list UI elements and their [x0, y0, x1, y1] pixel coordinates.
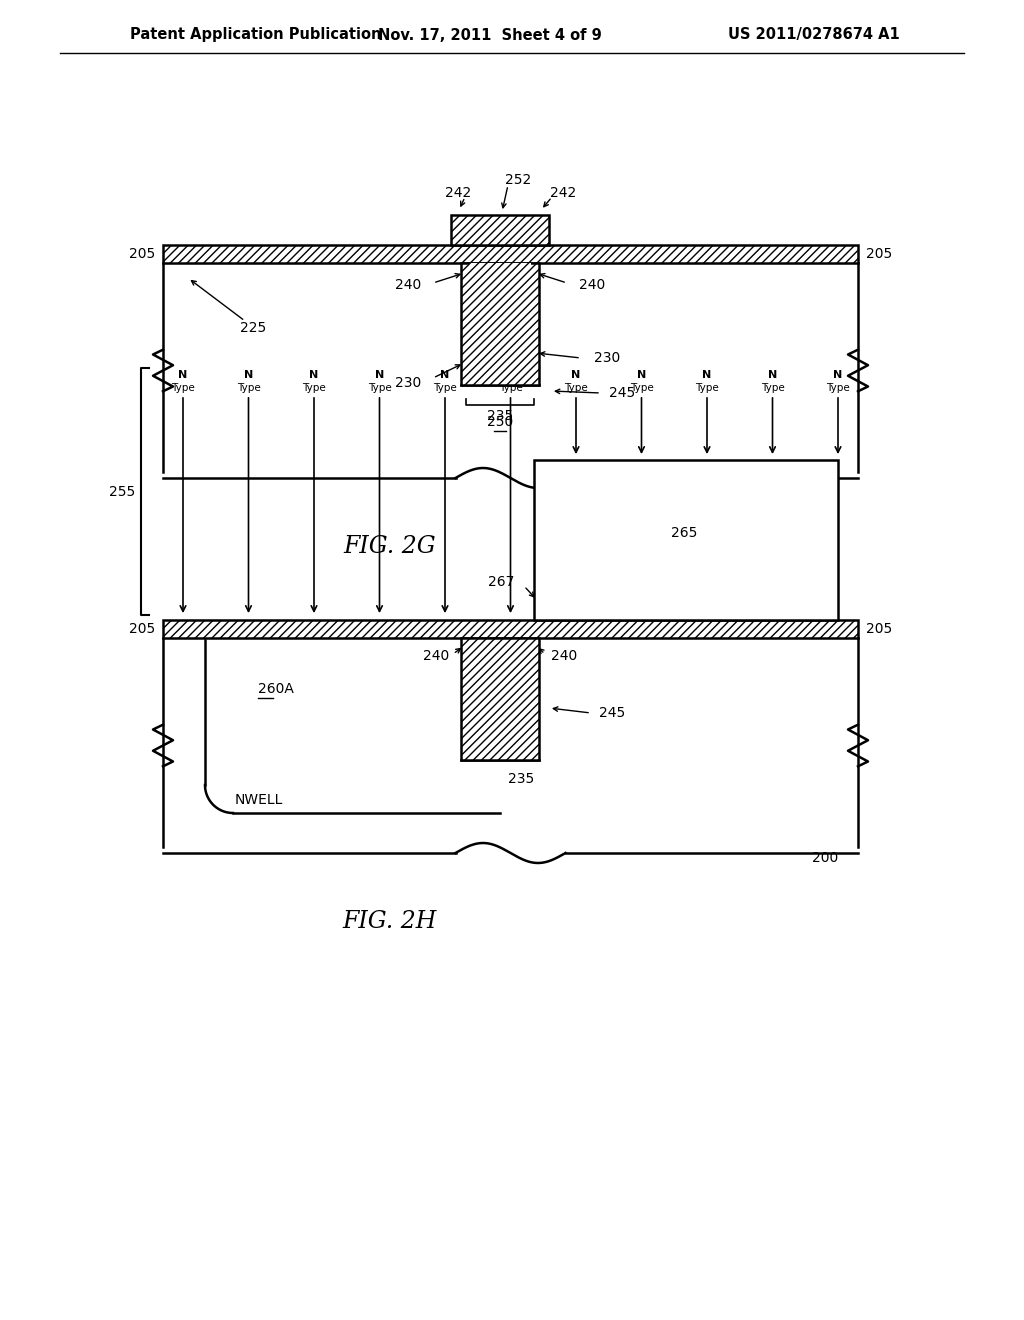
Text: 245: 245 [599, 706, 626, 719]
Text: 255: 255 [109, 484, 135, 499]
Text: Type: Type [564, 383, 588, 393]
Text: N: N [702, 370, 712, 380]
Text: 205: 205 [129, 247, 155, 261]
Bar [469, 263, 531, 383]
Text: FIG. 2H: FIG. 2H [343, 909, 437, 933]
Text: N: N [506, 370, 515, 380]
Text: N: N [834, 370, 843, 380]
Text: NWELL: NWELL [234, 793, 284, 807]
Text: Type: Type [171, 383, 195, 393]
Text: Patent Application Publication: Patent Application Publication [130, 28, 382, 42]
Text: N: N [440, 370, 450, 380]
Text: 260A: 260A [258, 682, 294, 696]
Text: 240: 240 [394, 279, 421, 292]
Text: Type: Type [237, 383, 260, 393]
Text: Type: Type [499, 383, 522, 393]
Text: 267: 267 [487, 576, 514, 589]
Text: Nov. 17, 2011  Sheet 4 of 9: Nov. 17, 2011 Sheet 4 of 9 [378, 28, 602, 42]
Text: 230: 230 [394, 376, 421, 389]
Text: 265: 265 [671, 525, 697, 540]
Text: FIG. 2G: FIG. 2G [344, 535, 436, 558]
Text: 240: 240 [551, 649, 578, 663]
Text: 200: 200 [812, 477, 838, 490]
Text: 252: 252 [505, 173, 531, 187]
Text: N: N [375, 370, 384, 380]
Text: 205: 205 [866, 622, 892, 636]
Text: Type: Type [761, 383, 784, 393]
Text: N: N [178, 370, 187, 380]
Bar [451, 215, 549, 246]
Text: Type: Type [368, 383, 391, 393]
Text: 230: 230 [594, 351, 621, 366]
Text: 225: 225 [240, 321, 266, 335]
Text: US 2011/0278674 A1: US 2011/0278674 A1 [728, 28, 900, 42]
Text: 235: 235 [508, 772, 535, 785]
Text: 235: 235 [486, 409, 513, 422]
Text: N: N [768, 370, 777, 380]
Bar [163, 620, 858, 638]
Text: 205: 205 [129, 622, 155, 636]
Text: 242: 242 [550, 186, 577, 201]
Text: Type: Type [630, 383, 653, 393]
Text: N: N [571, 370, 581, 380]
Text: Type: Type [302, 383, 326, 393]
Bar [534, 459, 838, 620]
Text: Type: Type [826, 383, 850, 393]
Text: Type: Type [695, 383, 719, 393]
Bar [163, 246, 858, 263]
Text: 200: 200 [812, 851, 838, 865]
Text: 242: 242 [444, 186, 471, 201]
Text: 240: 240 [423, 649, 449, 663]
Bar [461, 263, 539, 385]
Text: 250: 250 [486, 414, 513, 429]
Text: Type: Type [433, 383, 457, 393]
Bar [461, 638, 539, 760]
Text: N: N [309, 370, 318, 380]
Text: N: N [244, 370, 253, 380]
Text: 240: 240 [579, 279, 605, 292]
Bar [469, 263, 531, 383]
Text: 205: 205 [866, 247, 892, 261]
Text: 245: 245 [609, 385, 635, 400]
Text: N: N [637, 370, 646, 380]
